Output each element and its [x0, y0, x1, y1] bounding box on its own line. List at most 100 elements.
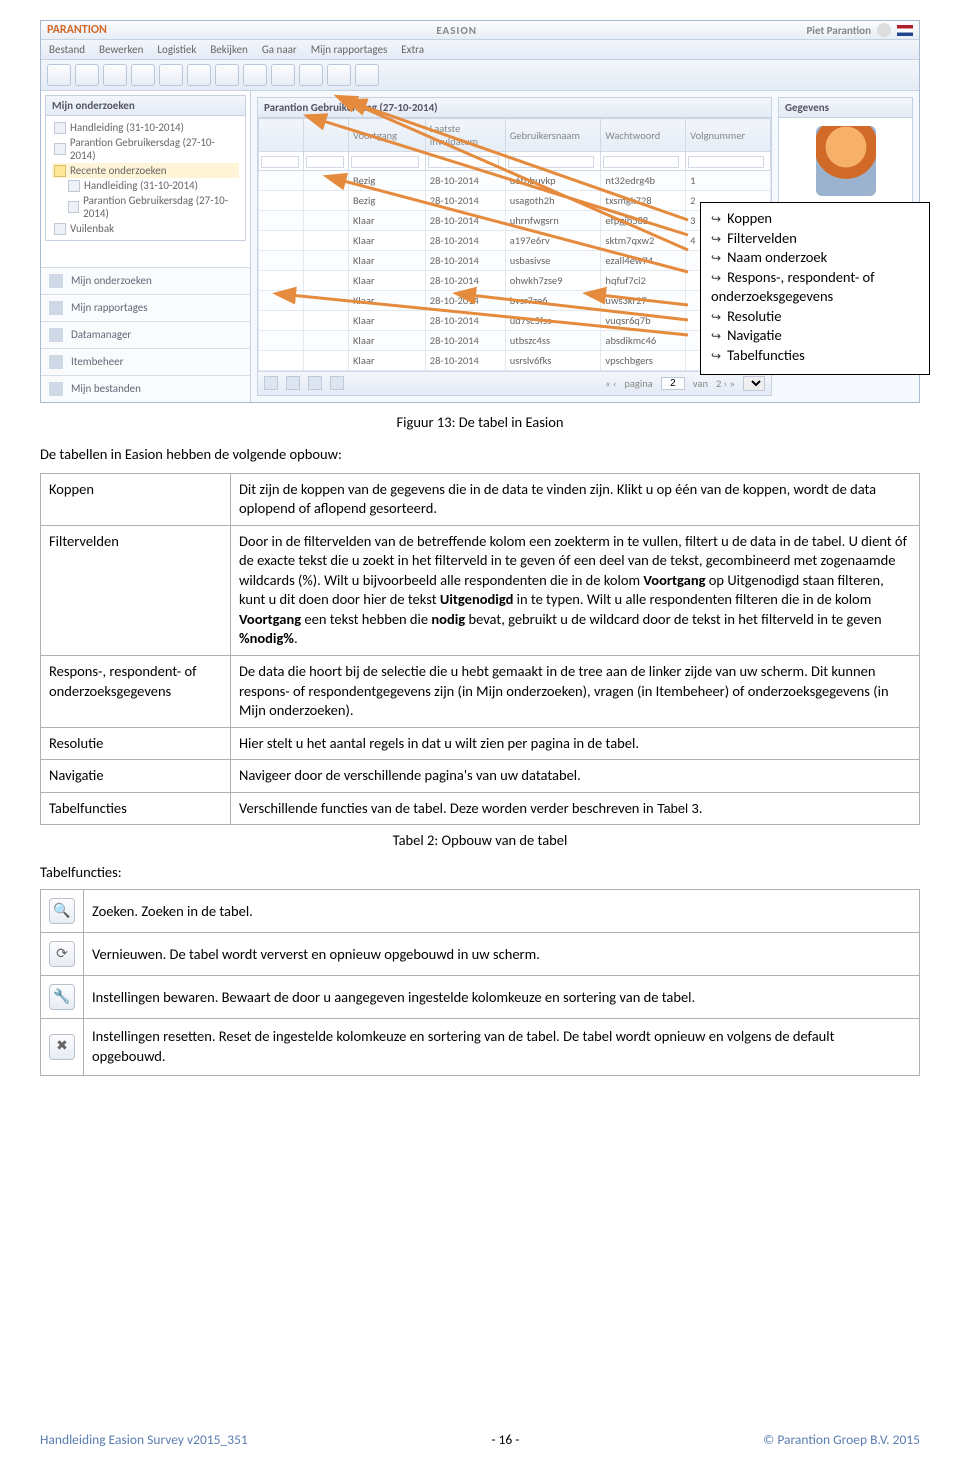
table-cell	[303, 170, 348, 190]
table-cell: 28-10-2014	[425, 310, 505, 330]
filter-cell[interactable]	[348, 152, 425, 171]
menu-item[interactable]: Bekijken	[210, 43, 248, 56]
table-row[interactable]: Klaar28-10-2014utbszc4ssabsdikmc46	[259, 330, 771, 350]
func-icon-cell: ✖	[41, 1019, 84, 1075]
table-cell	[303, 290, 348, 310]
filter-cell[interactable]	[686, 152, 771, 171]
toolbar-button[interactable]	[187, 64, 211, 86]
menu-item[interactable]: Logistiek	[157, 43, 196, 56]
sidebar-nav-item[interactable]: Itembeheer	[41, 348, 250, 375]
tree-item[interactable]: Vuilenbak	[52, 221, 239, 236]
callout-item: Naam onderzoek	[711, 248, 919, 268]
table-cell: Klaar	[348, 230, 425, 250]
table-cell: absdikmc46	[601, 330, 686, 350]
toolbar-button[interactable]	[75, 64, 99, 86]
table-cell	[259, 210, 304, 230]
column-header[interactable]: Voortgang	[348, 119, 425, 152]
figure-caption: Figuur 13: De tabel in Easion	[40, 413, 920, 431]
callout-item: Navigatie	[711, 326, 919, 346]
table-row[interactable]: Klaar28-10-2014usrslv6fksvpschbgers	[259, 350, 771, 370]
func-icon-cell: 🔍	[41, 890, 84, 933]
filter-cell[interactable]	[601, 152, 686, 171]
menu-item[interactable]: Bewerken	[99, 43, 143, 56]
opbouw-term: Resolutie	[41, 727, 231, 760]
toolbar-button[interactable]	[243, 64, 267, 86]
table-row[interactable]: Bezig28-10-2014u6tbbuvkpnt32edrg4b1	[259, 170, 771, 190]
column-header[interactable]: Volgnummer	[686, 119, 771, 152]
tree-item[interactable]: Parantion Gebruikersdag (27-10-2014)	[66, 193, 239, 221]
menu-item[interactable]: Extra	[401, 43, 424, 56]
filter-cell[interactable]	[505, 152, 601, 171]
tree-item[interactable]: Handleiding (31-10-2014)	[52, 120, 239, 135]
menu-item[interactable]: Mijn rapportages	[311, 43, 388, 56]
app-toolbar	[41, 60, 919, 91]
data-table: VoortgangLaatste invuldatumGebruikersnaa…	[258, 118, 771, 371]
tree-item[interactable]: Parantion Gebruikersdag (27-10-2014)	[52, 135, 239, 163]
tree-item[interactable]: Handleiding (31-10-2014)	[66, 178, 239, 193]
tabelfuncties-heading: Tabelfuncties:	[40, 863, 920, 881]
page-footer: Handleiding Easion Survey v2015_351 - 16…	[40, 1431, 920, 1448]
table-cell: Klaar	[348, 210, 425, 230]
column-header[interactable]: Wachtwoord	[601, 119, 686, 152]
toolbar-button[interactable]	[131, 64, 155, 86]
table-cell	[259, 190, 304, 210]
search-icon[interactable]	[264, 376, 278, 390]
sidebar-nav-item[interactable]: Mijn onderzoeken	[41, 267, 250, 294]
sidebar-panel-onderzoeken: Mijn onderzoeken Handleiding (31-10-2014…	[45, 95, 246, 241]
filter-cell[interactable]	[425, 152, 505, 171]
table-cell	[303, 210, 348, 230]
table-row[interactable]: Klaar28-10-2014ud7sc5fssvuqsr6q7b	[259, 310, 771, 330]
sidebar-nav-item[interactable]: Mijn rapportages	[41, 294, 250, 321]
table-cell: usagoth2h	[505, 190, 601, 210]
table-cell: Klaar	[348, 250, 425, 270]
table-cell: 28-10-2014	[425, 230, 505, 250]
callout-item: Resolutie	[711, 307, 919, 327]
toolbar-button[interactable]	[103, 64, 127, 86]
toolbar-button[interactable]	[271, 64, 295, 86]
table-cell	[259, 230, 304, 250]
toolbar-button[interactable]	[327, 64, 351, 86]
close-icon[interactable]	[330, 376, 344, 390]
opbouw-term: Navigatie	[41, 760, 231, 793]
sidebar-nav-item[interactable]: Datamanager	[41, 321, 250, 348]
column-header[interactable]	[259, 119, 304, 152]
column-header[interactable]	[303, 119, 348, 152]
footer-center: - 16 -	[491, 1431, 519, 1448]
app-center-title: EASION	[436, 24, 477, 37]
tabelfuncties-table: 🔍Zoeken. Zoeken in de tabel.⟳Vernieuwen.…	[40, 889, 920, 1075]
van-label: van	[693, 377, 708, 390]
toolbar-button[interactable]	[215, 64, 239, 86]
table-cell: 28-10-2014	[425, 350, 505, 370]
filter-cell[interactable]	[259, 152, 304, 171]
wrench-icon[interactable]	[308, 376, 322, 390]
sidebar-nav-item[interactable]: Mijn bestanden	[41, 375, 250, 402]
opbouw-desc: Hier stelt u het aantal regels in dat u …	[231, 727, 920, 760]
toolbar-button[interactable]	[159, 64, 183, 86]
table-row[interactable]: Klaar28-10-2014a197e6rvsktm7qxw24	[259, 230, 771, 250]
table-row[interactable]: Klaar28-10-2014usbasivseezall4ew74	[259, 250, 771, 270]
table-cell	[303, 190, 348, 210]
table-cell: Klaar	[348, 350, 425, 370]
table-row[interactable]: Klaar28-10-2014bvsr7ze6uws3kr27	[259, 290, 771, 310]
page-input[interactable]	[661, 377, 685, 390]
sidebar-nav-stack: Mijn onderzoekenMijn rapportagesDatamana…	[41, 267, 250, 402]
column-header[interactable]: Laatste invuldatum	[425, 119, 505, 152]
table-cell: usrslv6fks	[505, 350, 601, 370]
resolution-select[interactable]	[743, 376, 765, 391]
menu-item[interactable]: Bestand	[49, 43, 85, 56]
toolbar-button[interactable]	[47, 64, 71, 86]
table-cell	[259, 330, 304, 350]
opbouw-term: Filtervelden	[41, 525, 231, 655]
table-row[interactable]: Klaar28-10-2014ohwkh7zse9hqfuf7ci2	[259, 270, 771, 290]
menu-item[interactable]: Ga naar	[262, 43, 297, 56]
table-cell	[303, 270, 348, 290]
table-row[interactable]: Klaar28-10-2014uhrnfwgsrnefpgjb5883	[259, 210, 771, 230]
toolbar-button[interactable]	[355, 64, 379, 86]
column-header[interactable]: Gebruikersnaam	[505, 119, 601, 152]
toolbar-button[interactable]	[299, 64, 323, 86]
filter-cell[interactable]	[303, 152, 348, 171]
tree-item[interactable]: Recente onderzoeken	[52, 163, 239, 178]
table-row[interactable]: Bezig28-10-2014usagoth2htxsmgk7282	[259, 190, 771, 210]
footer-left: Handleiding Easion Survey v2015_351	[40, 1431, 248, 1448]
refresh-icon[interactable]	[286, 376, 300, 390]
